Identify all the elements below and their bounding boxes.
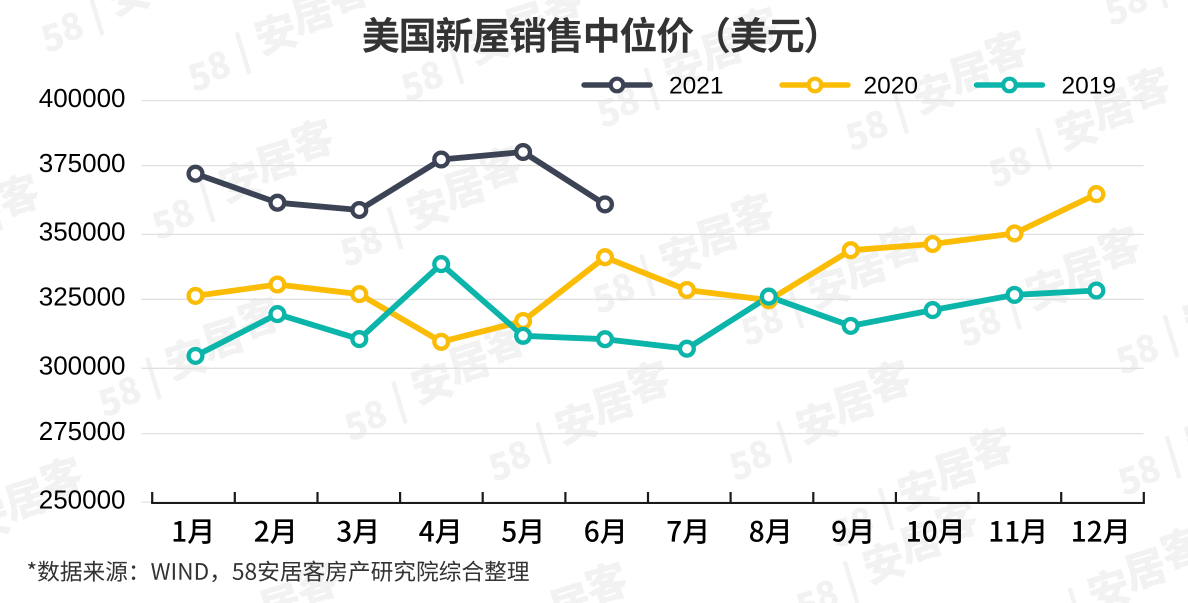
svg-text:250000: 250000 (39, 484, 126, 514)
svg-text:2019: 2019 (1062, 73, 1117, 100)
svg-text:400000: 400000 (39, 83, 126, 113)
svg-text:325000: 325000 (39, 282, 126, 312)
svg-text:350000: 350000 (39, 217, 126, 247)
svg-text:2020: 2020 (864, 73, 919, 100)
svg-text:300000: 300000 (39, 351, 126, 381)
svg-text:275000: 275000 (39, 416, 126, 446)
svg-text:2021: 2021 (669, 73, 724, 100)
svg-text:375000: 375000 (39, 148, 126, 178)
